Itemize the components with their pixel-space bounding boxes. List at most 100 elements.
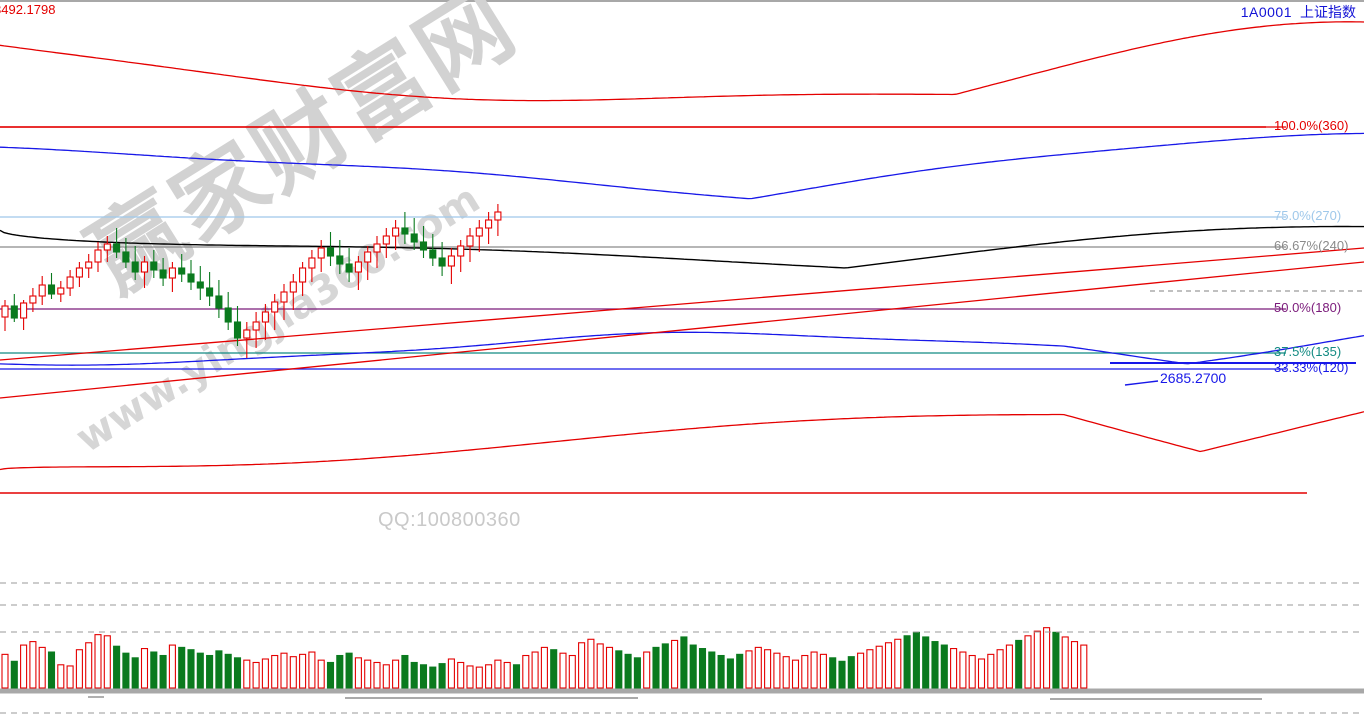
candle-body [85, 261, 93, 269]
volume-bar [829, 657, 837, 689]
volume-bar [773, 652, 781, 689]
volume-bar [392, 659, 400, 689]
candle-body [419, 241, 428, 251]
volume-bar [252, 661, 260, 689]
candle-body [243, 329, 251, 339]
volume-bar [912, 631, 920, 689]
volume-bar [20, 644, 28, 689]
volume-bar [522, 654, 530, 689]
volume-bar [689, 644, 697, 689]
trendline-group [0, 247, 1364, 399]
volume-bar [494, 659, 502, 689]
volume-bar [503, 661, 511, 689]
candle-body [280, 291, 288, 303]
candle-body [252, 321, 260, 331]
volume-bar [457, 661, 465, 689]
volume-bar [289, 656, 297, 689]
candle-body [159, 269, 167, 279]
volume-bar [308, 651, 316, 689]
candle-body [196, 281, 204, 289]
top-border [0, 0, 1364, 2]
volume-bar [243, 659, 251, 689]
volume-bar [475, 666, 483, 689]
volume-bar [540, 646, 548, 689]
volume-bar [810, 651, 818, 689]
volume-bar [75, 649, 83, 689]
volume-bar [578, 642, 586, 689]
volume-bar [419, 664, 428, 689]
volume-bar [671, 639, 679, 689]
volume-bar [168, 644, 176, 689]
volume-bar [717, 654, 725, 689]
volume-bar [698, 648, 707, 689]
fib-label-2: 66.67%(240) [1274, 238, 1349, 253]
volume-bar [512, 664, 521, 689]
candle-body [336, 255, 344, 265]
volume-bar [875, 645, 883, 689]
volume-bar [764, 649, 772, 689]
volume-bar [1015, 639, 1023, 689]
candle-body [410, 233, 418, 243]
volume-bar [596, 643, 604, 689]
candle-body [66, 276, 74, 289]
volume-bar [615, 650, 623, 689]
volume-bar [326, 661, 335, 689]
volume-bar [531, 651, 539, 689]
volume-bar [466, 665, 474, 689]
volume-bar [605, 646, 614, 689]
candle-body [447, 255, 455, 267]
candle-body [354, 261, 362, 273]
volume-bar [857, 652, 865, 689]
volume-bar [1005, 644, 1013, 689]
volume-bar [261, 658, 269, 689]
volume-bar [345, 652, 353, 689]
volume-bar [178, 646, 186, 689]
candle-body [75, 267, 83, 278]
volume-bar [317, 659, 325, 689]
volume-bar [1070, 641, 1079, 689]
volume-bar [38, 646, 46, 689]
candle-body [345, 263, 353, 273]
candle-body [401, 227, 409, 235]
volume-bar [410, 661, 418, 689]
volume-bar [382, 664, 390, 689]
volume-bar [968, 654, 976, 689]
candle-body [392, 227, 400, 237]
candle-body [233, 321, 242, 339]
volume-bar [959, 651, 967, 689]
ma-long-blue [0, 132, 1364, 200]
gridline-group [0, 126, 1364, 494]
candle-body [373, 243, 381, 253]
volume-bar [373, 661, 381, 689]
volume-bar [987, 653, 995, 689]
volume-bar [550, 649, 558, 689]
fib-label-5: 33.33%(120) [1274, 360, 1349, 375]
band-line-group [0, 21, 1364, 471]
fib-label-3: 50.0%(180) [1274, 300, 1342, 315]
volume-bar [977, 658, 986, 689]
candle-body [178, 267, 186, 275]
volume-bar [894, 638, 902, 689]
volume-bar [159, 654, 167, 689]
volume-bar [1043, 627, 1051, 689]
candle-body [429, 249, 437, 259]
trend-line-1 [0, 261, 1364, 399]
volume-bar [884, 642, 893, 689]
volume-bar [587, 638, 595, 689]
volume-bar [782, 656, 790, 689]
volume-bar [364, 659, 372, 689]
fib-label-1: 75.0%(270) [1274, 208, 1342, 223]
candle-body [271, 301, 279, 313]
candle-body [47, 284, 56, 295]
candle-body [122, 251, 130, 263]
last-price-label: 3492.1798 [0, 2, 56, 17]
candle-body [494, 211, 502, 221]
volume-bar [568, 654, 576, 689]
candle-body [326, 247, 335, 257]
candle-body [289, 281, 297, 293]
volume-bar [1, 653, 9, 689]
volume-bar [940, 644, 948, 689]
volume-bar [680, 636, 688, 689]
